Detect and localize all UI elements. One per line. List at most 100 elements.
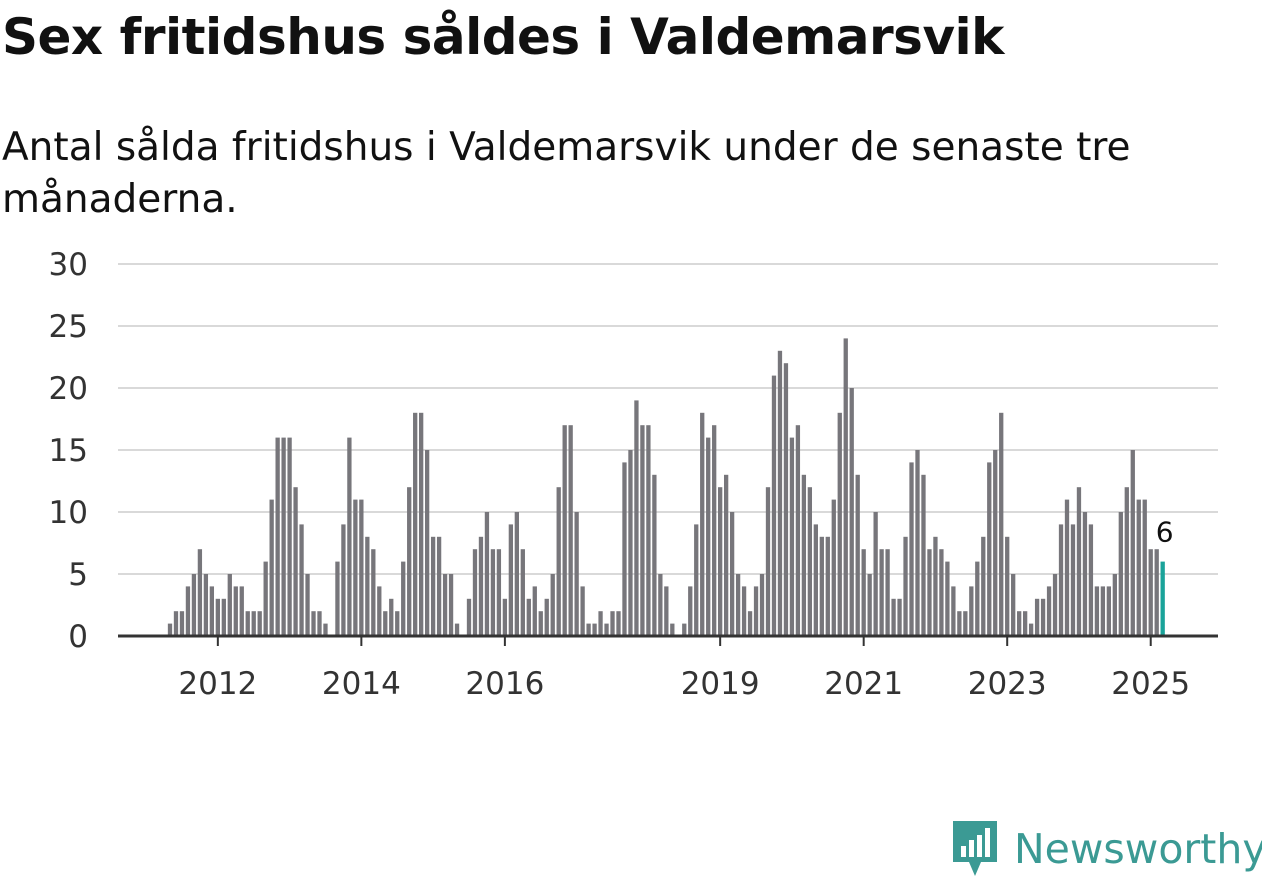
bar: [173, 611, 179, 636]
bar: [670, 623, 675, 636]
bar: [407, 487, 412, 636]
x-tick-label: 2025: [1111, 666, 1190, 702]
y-tick-label: 10: [49, 495, 88, 531]
y-tick-label: 20: [49, 371, 88, 407]
bar: [275, 437, 280, 636]
bar: [580, 586, 585, 636]
bar: [484, 512, 490, 636]
bar: [1088, 524, 1094, 636]
brand-name: Newsworthy: [1014, 825, 1262, 873]
bar: [682, 623, 687, 636]
bar: [987, 462, 992, 636]
bar: [544, 598, 549, 636]
bar: [448, 574, 454, 636]
bar: [1094, 586, 1100, 636]
bar: [783, 363, 789, 636]
bar: [490, 549, 496, 636]
bar: [197, 549, 203, 636]
bar: [185, 586, 191, 636]
bar: [233, 586, 238, 636]
bar: [514, 512, 519, 636]
x-tick-label: 2016: [465, 666, 544, 702]
bar: [873, 512, 878, 636]
bar: [424, 450, 430, 636]
bar: [981, 536, 986, 636]
bar: [1100, 586, 1106, 636]
bar: [203, 574, 209, 636]
bar: [215, 598, 220, 636]
bar: [317, 611, 322, 636]
bar: [383, 611, 388, 636]
bar: [1124, 487, 1129, 636]
x-tick-label: 2019: [681, 666, 760, 702]
x-tick-label: 2012: [178, 666, 257, 702]
bar: [239, 586, 244, 636]
bar: [747, 611, 753, 636]
bar: [1106, 586, 1112, 636]
bar: [777, 350, 783, 636]
bar: [586, 623, 591, 636]
x-tick-label: 2014: [322, 666, 401, 702]
bar: [1040, 598, 1046, 636]
bar: [263, 561, 268, 636]
bar: [1154, 549, 1159, 636]
y-tick-label: 30: [49, 247, 88, 283]
bar: [897, 598, 902, 636]
bar: [1136, 499, 1141, 636]
bar: [729, 512, 735, 636]
highlight-bar: [1160, 561, 1165, 636]
bar: [574, 512, 579, 636]
bar: [765, 487, 771, 636]
bar: [652, 474, 657, 636]
bar: [801, 474, 807, 636]
bar: [903, 536, 908, 636]
bar: [478, 536, 484, 636]
bar: [347, 437, 352, 636]
bar: [556, 487, 561, 636]
bar: [855, 474, 860, 636]
bar: [843, 338, 848, 636]
bar: [419, 412, 424, 636]
bar: [753, 586, 759, 636]
bar: [1022, 611, 1028, 636]
bar: [442, 574, 448, 636]
bar: [1052, 574, 1058, 636]
bar: [975, 561, 980, 636]
bar: [1118, 512, 1123, 636]
bar: [807, 487, 813, 636]
bar: [604, 623, 609, 636]
bar: [640, 425, 645, 636]
bar: [634, 400, 639, 636]
bar: [664, 586, 669, 636]
bar: [1130, 450, 1135, 636]
bar: [1028, 623, 1034, 636]
bar: [496, 549, 502, 636]
bar: [508, 524, 514, 636]
bar: [945, 561, 950, 636]
bar: [526, 598, 531, 636]
bar: [502, 598, 508, 636]
y-tick-label: 15: [49, 433, 88, 469]
bar: [221, 598, 226, 636]
bar: [837, 412, 842, 636]
bar: [993, 450, 998, 636]
bar: [700, 412, 705, 636]
bar: [1034, 598, 1040, 636]
bar: [735, 574, 741, 636]
bar: [933, 536, 938, 636]
bar: [885, 549, 890, 636]
bar: [879, 549, 884, 636]
bar: [1112, 574, 1117, 636]
bar: [867, 574, 872, 636]
chart-subtitle: Antal sålda fritidshus i Valdemarsvik un…: [2, 125, 1131, 222]
bar: [849, 388, 854, 636]
bar: [622, 462, 627, 636]
x-tick-label: 2023: [968, 666, 1047, 702]
bar: [694, 524, 699, 636]
bar: [999, 412, 1004, 636]
bar: [430, 536, 436, 636]
bar: [1082, 512, 1088, 636]
x-tick-label: 2021: [824, 666, 903, 702]
bar: [1070, 524, 1076, 636]
bar: [269, 499, 274, 636]
